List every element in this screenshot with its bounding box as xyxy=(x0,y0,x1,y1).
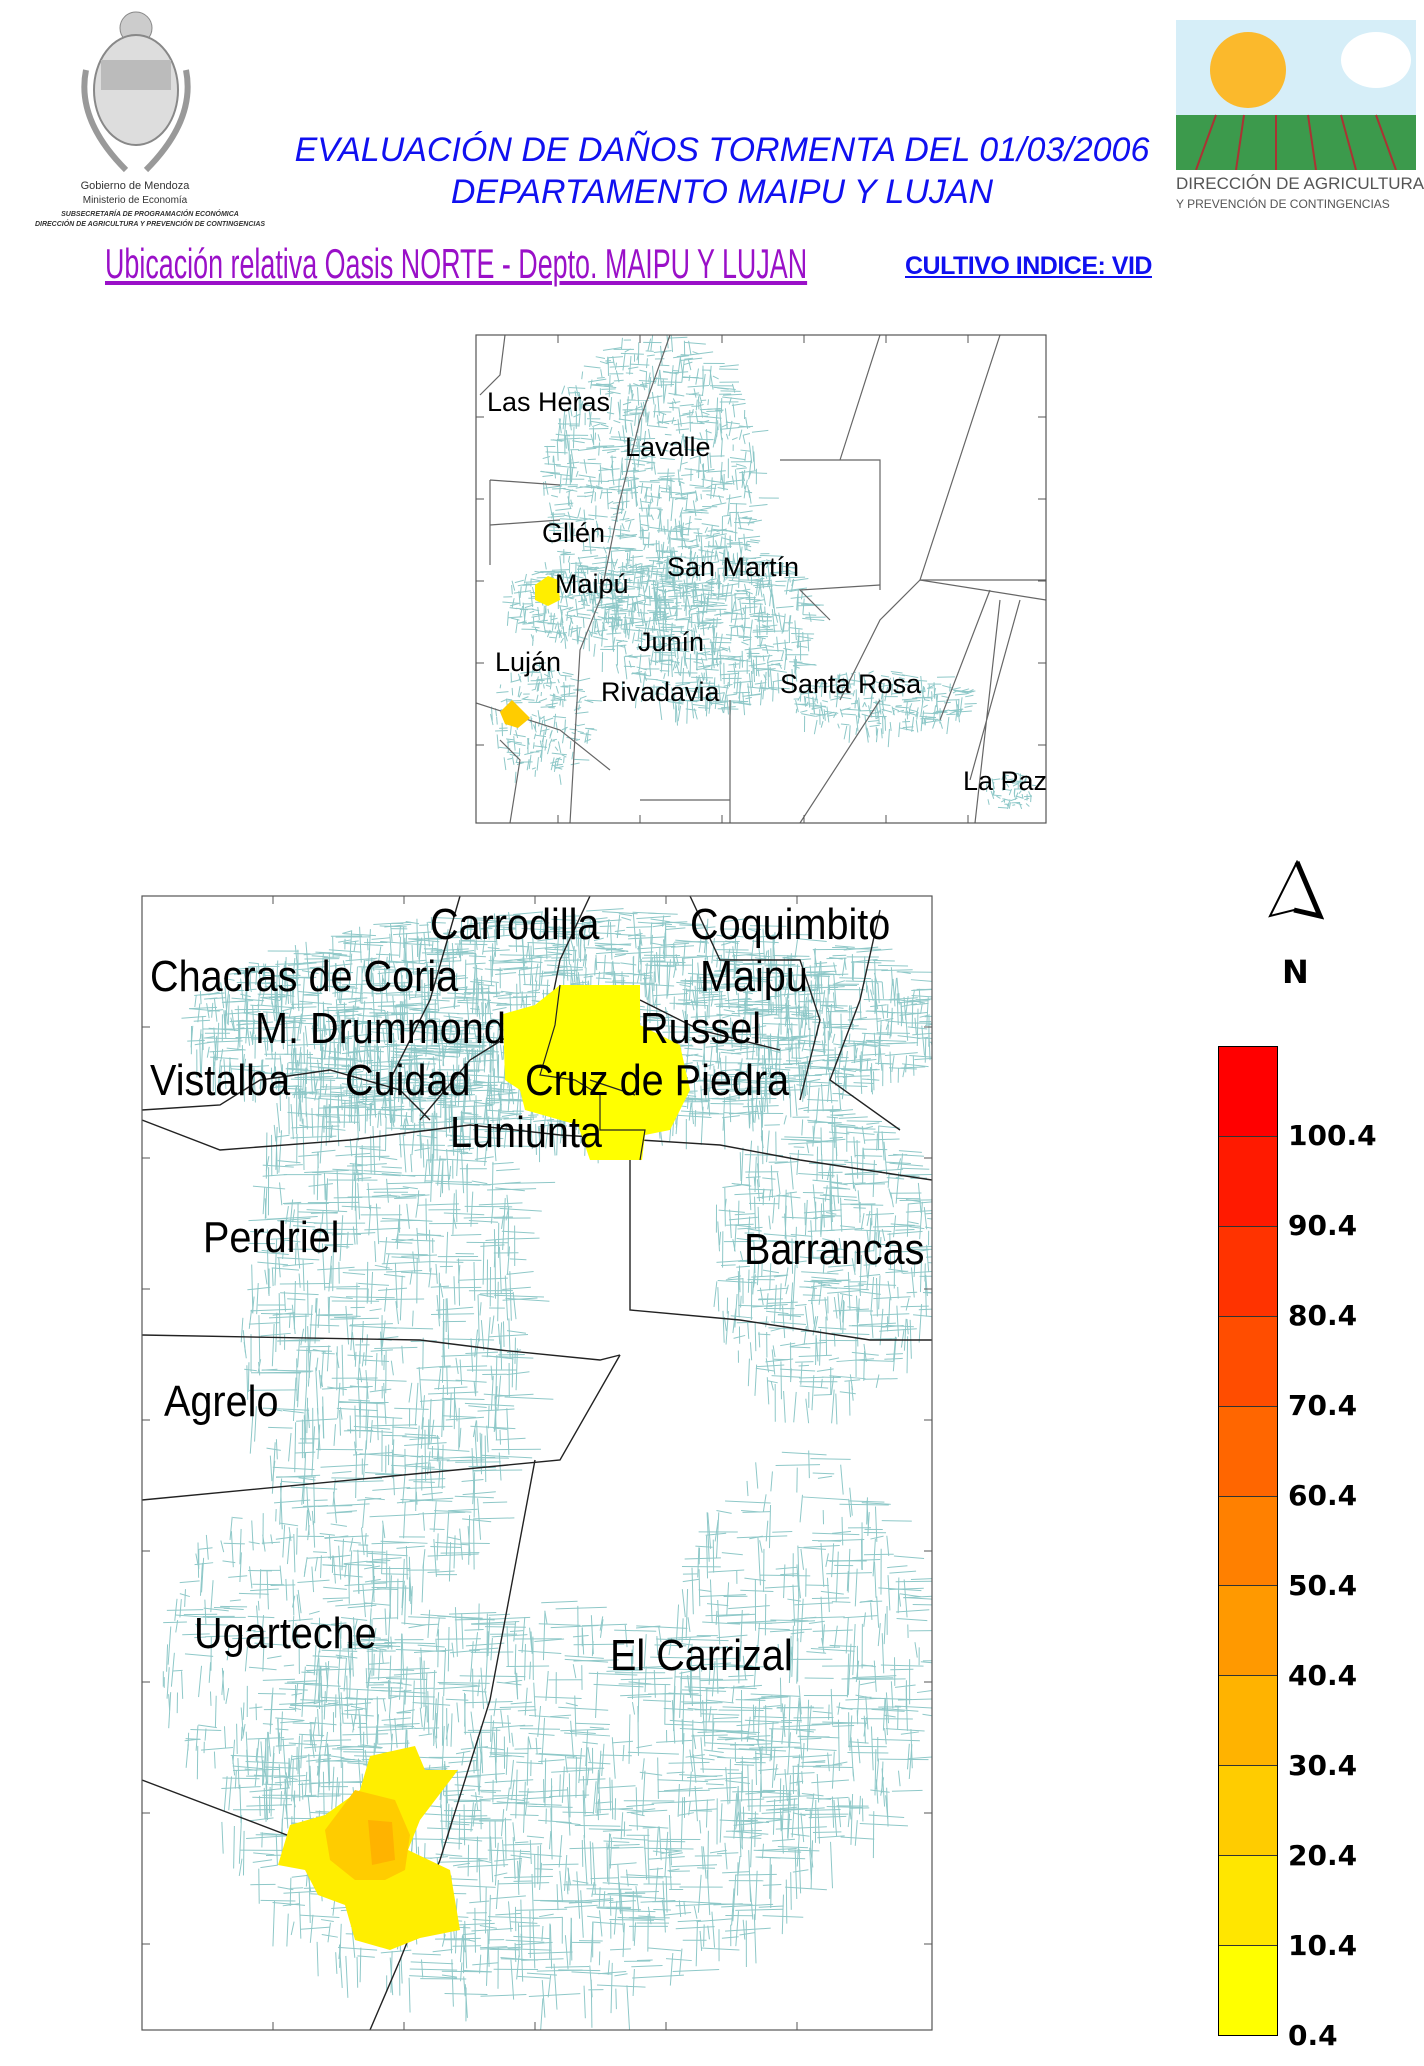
map-label-el-carrizal: El Carrizal xyxy=(610,1631,793,1680)
page-title: EVALUACIÓN DE DAÑOS TORMENTA DEL 01/03/2… xyxy=(294,131,1150,169)
map-label-rivadavia: Rivadavia xyxy=(601,677,720,707)
damage-area-lujan-overview xyxy=(500,700,530,728)
map-label-ugarteche: Ugarteche xyxy=(194,1609,377,1658)
overview-map-frame xyxy=(475,334,1047,824)
overview-map-boundaries xyxy=(476,335,1046,823)
legend-color-band xyxy=(1219,1226,1277,1317)
legend-color-band xyxy=(1219,1406,1277,1497)
legend-color-band xyxy=(1219,1946,1277,2035)
legend-label: 80.4 xyxy=(1288,1299,1358,1332)
legend-label: 90.4 xyxy=(1288,1209,1358,1242)
map-label-carrodilla: Carrodilla xyxy=(430,900,600,949)
legend-color-band xyxy=(1219,1496,1277,1587)
legend-color-band xyxy=(1219,1856,1277,1947)
legend-label: 10.4 xyxy=(1288,1929,1358,1962)
legend-color-band xyxy=(1219,1586,1277,1677)
oasis-location-heading: Ubicación relativa Oasis NORTE - Depto. … xyxy=(105,240,808,287)
legend-label: 20.4 xyxy=(1288,1839,1358,1872)
map-label-agrelo: Agrelo xyxy=(164,1377,279,1426)
map-label-guaymallen: Gllén xyxy=(542,518,606,548)
legend-color-band xyxy=(1219,1047,1277,1137)
legend-label: 50.4 xyxy=(1288,1569,1358,1602)
map-label-maipu: Maipú xyxy=(555,569,629,599)
cultivo-indice-heading: CULTIVO INDICE: VID xyxy=(905,252,1152,280)
map-label-cuidad: Cuidad xyxy=(345,1056,471,1105)
detail-map-frame xyxy=(141,895,933,2031)
map-label-cruz-de-piedra: Cruz de Piedra xyxy=(525,1056,790,1105)
legend-label: 30.4 xyxy=(1288,1749,1358,1782)
map-label-perdriel: Perdriel xyxy=(203,1213,340,1262)
damage-area-maipu-overview xyxy=(535,576,560,606)
map-label-junin: Junín xyxy=(638,627,705,657)
damage-color-scale xyxy=(1218,1046,1278,2036)
map-label-lavalle: Lavalle xyxy=(625,432,711,462)
legend-color-band xyxy=(1219,1676,1277,1767)
direccion-text: DIRECCIÓN DE AGRICULTURA Y PREVENCIÓN DE… xyxy=(34,221,266,228)
direccion-agricultura-logo xyxy=(1176,20,1416,171)
map-label-las-heras: Las Heras xyxy=(487,387,611,417)
map-label-la-paz: La Paz xyxy=(963,766,1048,796)
damage-area-ugarteche-peak xyxy=(368,1820,395,1865)
north-label: N xyxy=(1282,953,1309,991)
legend-label: 0.4 xyxy=(1288,2019,1338,2052)
map-label-chacras-de-coria: Chacras de Coria xyxy=(150,952,459,1001)
north-arrow-icon xyxy=(1264,859,1325,920)
map-label-m-drummond: M. Drummond xyxy=(255,1004,506,1053)
legend-color-band xyxy=(1219,1136,1277,1227)
map-label-vistalba: Vistalba xyxy=(150,1056,291,1105)
map-label-coquimbito: Coquimbito xyxy=(690,900,891,949)
map-label-luniunta: Luniunta xyxy=(450,1108,602,1157)
map-label-russel: Russel xyxy=(640,1004,762,1053)
map-label-lujan: Luján xyxy=(495,647,562,677)
legend-color-band xyxy=(1219,1766,1277,1857)
map-label-maipu-city: Maipu xyxy=(700,952,808,1001)
map-label-san-martin: San Martín xyxy=(667,552,800,582)
gobierno-text: Gobierno de Mendoza xyxy=(80,180,190,192)
legend-label: 100.4 xyxy=(1288,1119,1377,1152)
direccion-agricultura-text: DIRECCIÓN DE AGRICULTURA xyxy=(1176,174,1424,193)
legend-label: 40.4 xyxy=(1288,1659,1358,1692)
map-label-barrancas: Barrancas xyxy=(744,1225,925,1274)
subsecretaria-text: SUBSECRETARÍA DE PROGRAMACIÓN ECONÓMICA xyxy=(61,211,239,218)
legend-color-band xyxy=(1219,1316,1277,1407)
page-subtitle-department: DEPARTAMENTO MAIPU Y LUJAN xyxy=(450,173,994,211)
map-label-santa-rosa: Santa Rosa xyxy=(780,669,922,699)
legend-label: 60.4 xyxy=(1288,1479,1358,1512)
prevencion-text: Y PREVENCIÓN DE CONTINGENCIAS xyxy=(1176,197,1390,211)
legend-label: 70.4 xyxy=(1288,1389,1358,1422)
mendoza-coat-of-arms-logo xyxy=(66,0,206,180)
damage-area-maipu-detail xyxy=(503,985,690,1160)
ministerio-text: Ministerio de Economía xyxy=(82,195,188,206)
